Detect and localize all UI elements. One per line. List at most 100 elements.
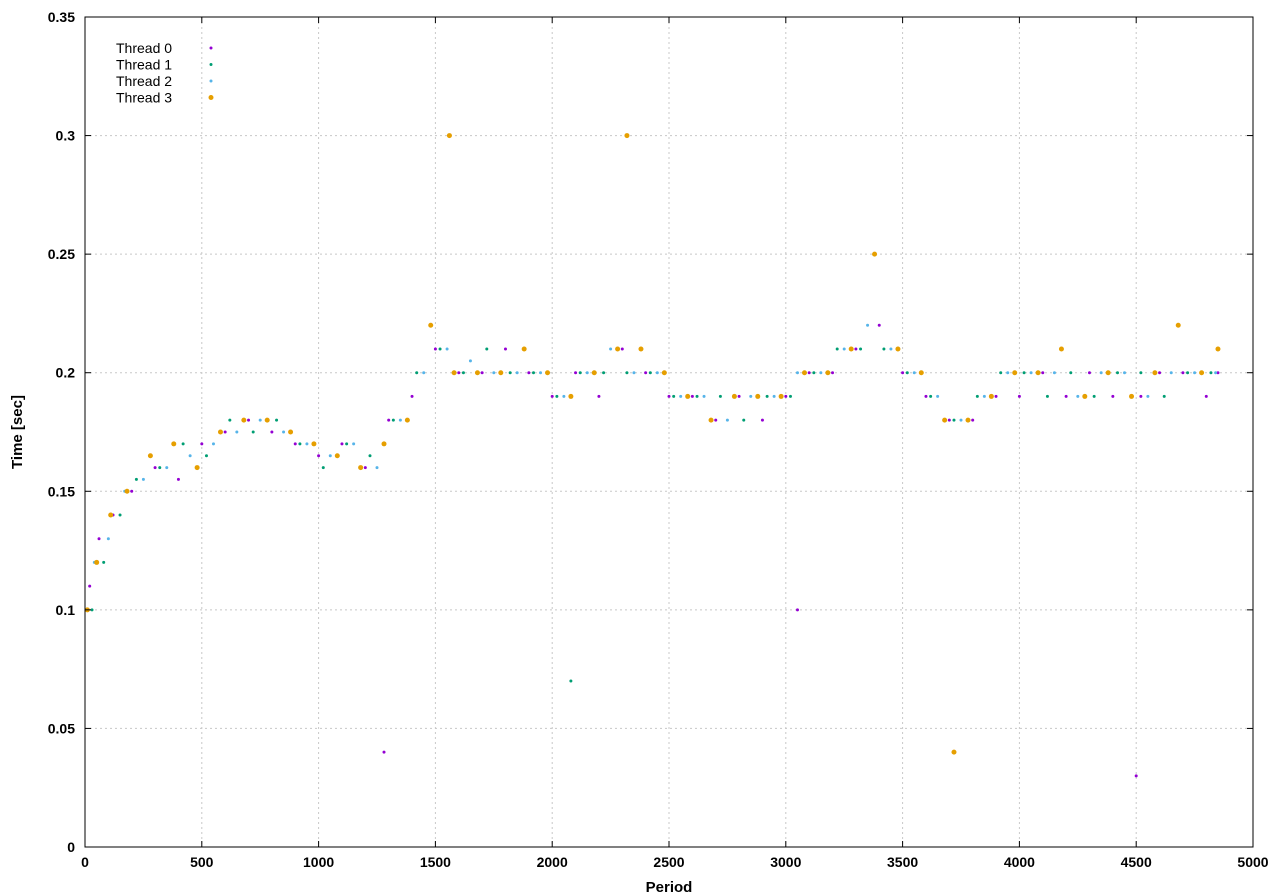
data-point	[171, 441, 177, 447]
y-tick-label: 0.3	[56, 128, 76, 144]
data-point	[527, 371, 531, 375]
data-point	[695, 394, 699, 398]
data-point	[492, 371, 496, 375]
data-point	[1111, 394, 1115, 398]
data-point	[381, 441, 387, 447]
data-point	[872, 251, 878, 257]
data-point	[615, 346, 621, 352]
data-point	[124, 488, 130, 494]
data-point	[88, 584, 92, 588]
grid-lines	[85, 17, 1253, 847]
data-point	[200, 442, 204, 446]
data-point	[609, 347, 613, 351]
data-point	[959, 418, 963, 422]
data-point	[474, 370, 480, 376]
legend-marker	[209, 63, 213, 66]
data-point	[1105, 370, 1111, 376]
data-point	[801, 370, 807, 376]
data-point	[942, 417, 948, 423]
data-point	[562, 394, 566, 398]
data-point	[428, 322, 434, 328]
data-point	[854, 347, 858, 351]
data-point	[410, 394, 414, 398]
data-point	[585, 371, 589, 375]
data-point	[321, 466, 325, 470]
x-axis-label: Period	[646, 879, 693, 896]
data-point	[825, 370, 831, 376]
data-point	[485, 347, 489, 351]
data-point	[1204, 394, 1208, 398]
data-point	[690, 394, 694, 398]
data-point	[382, 750, 386, 754]
data-point	[275, 418, 279, 422]
data-point	[1175, 322, 1181, 328]
data-point	[795, 608, 799, 612]
data-point	[597, 394, 601, 398]
x-tick-label: 500	[190, 854, 214, 870]
data-point	[632, 371, 636, 375]
data-point	[901, 371, 905, 375]
y-tick-label: 0	[67, 839, 75, 855]
data-point	[812, 371, 816, 375]
data-point	[965, 417, 971, 423]
data-point	[1052, 371, 1056, 375]
data-point	[1216, 371, 1220, 375]
data-point	[305, 442, 309, 446]
data-point	[165, 466, 169, 470]
data-point	[352, 442, 356, 446]
data-point	[819, 371, 823, 375]
x-tick-label: 1000	[303, 854, 334, 870]
data-point	[317, 454, 321, 458]
data-point	[1058, 346, 1064, 352]
data-point	[106, 537, 110, 541]
data-point	[749, 394, 753, 398]
data-point	[1193, 371, 1197, 375]
data-point	[404, 417, 410, 423]
data-point	[882, 347, 886, 351]
data-point	[1045, 394, 1049, 398]
x-tick-label: 2000	[537, 854, 568, 870]
data-point	[648, 371, 652, 375]
data-point	[877, 323, 881, 327]
data-point	[130, 489, 134, 493]
data-point	[1214, 371, 1218, 375]
data-point	[415, 371, 419, 375]
data-point	[108, 512, 114, 518]
data-point	[661, 370, 667, 376]
data-point	[194, 465, 200, 471]
y-tick-label: 0.05	[48, 720, 75, 736]
x-tick-label: 5000	[1237, 854, 1268, 870]
data-point	[1012, 370, 1018, 376]
data-point	[936, 394, 940, 398]
data-point	[1162, 394, 1166, 398]
data-point	[889, 347, 893, 351]
data-point	[241, 417, 247, 423]
data-point	[311, 441, 317, 447]
data-point	[438, 347, 442, 351]
y-tick-label: 0.1	[56, 602, 76, 618]
data-point	[1134, 774, 1138, 778]
data-point	[508, 371, 512, 375]
data-point	[702, 394, 706, 398]
data-point	[755, 393, 761, 399]
data-point	[895, 346, 901, 352]
data-point	[387, 418, 391, 422]
data-point	[176, 477, 180, 481]
data-point	[905, 371, 909, 375]
data-point	[228, 418, 232, 422]
data-point	[918, 370, 924, 376]
legend-label: Thread 0	[116, 40, 172, 56]
data-point	[672, 394, 676, 398]
x-tick-label: 4000	[1004, 854, 1035, 870]
data-point	[912, 371, 916, 375]
series-2	[92, 323, 1218, 564]
data-point	[282, 430, 286, 434]
data-point	[461, 371, 465, 375]
data-point	[293, 442, 297, 446]
data-point	[539, 371, 543, 375]
data-point	[433, 347, 437, 351]
data-point	[644, 371, 648, 375]
data-point	[1076, 394, 1080, 398]
data-point	[638, 346, 644, 352]
